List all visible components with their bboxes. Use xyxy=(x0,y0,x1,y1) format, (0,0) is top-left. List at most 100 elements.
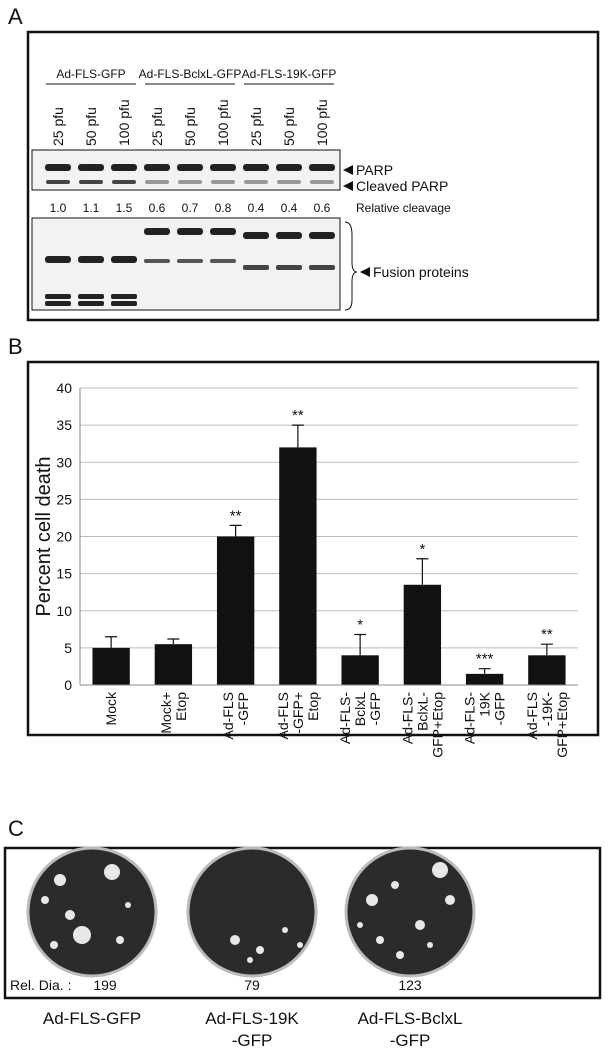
group-label: Ad-FLS-BclxL-GFP xyxy=(139,67,242,81)
relative-cleavage: 1.1 xyxy=(83,201,100,215)
bar xyxy=(279,447,317,685)
bar xyxy=(465,673,504,685)
band xyxy=(78,164,104,171)
band xyxy=(177,228,203,235)
x-tick-label: -GFP xyxy=(492,692,508,725)
bar xyxy=(154,644,193,685)
panel-label: B xyxy=(8,334,23,359)
x-tick-label: BclxL xyxy=(352,692,368,726)
y-tick-label: 35 xyxy=(56,417,72,433)
group-label: Ad-FLS-GFP xyxy=(56,67,125,81)
band xyxy=(244,180,268,184)
significance: ** xyxy=(292,407,304,424)
colonies xyxy=(41,862,455,963)
x-tick-label: Etop xyxy=(173,692,189,721)
y-axis-label: Percent cell death xyxy=(33,456,55,616)
band xyxy=(45,164,71,171)
x-tick-label: -GFP xyxy=(235,692,251,725)
y-tick-label: 0 xyxy=(64,677,72,693)
band xyxy=(111,294,137,299)
x-tick-label: Ad-FLS xyxy=(275,692,291,739)
band xyxy=(111,256,137,263)
band xyxy=(276,232,302,239)
bar xyxy=(403,584,442,685)
y-tick-label: 20 xyxy=(56,529,72,545)
band xyxy=(177,164,203,171)
arrow xyxy=(343,181,353,191)
plate-caption: -GFP xyxy=(232,1031,273,1050)
band-label: PARP xyxy=(356,162,393,178)
error-bar xyxy=(478,668,491,674)
bar xyxy=(92,647,130,685)
y-tick-label: 5 xyxy=(64,640,72,656)
plate xyxy=(186,846,318,978)
band xyxy=(178,180,202,184)
band xyxy=(111,164,137,171)
panel-label: A xyxy=(8,4,23,29)
band xyxy=(309,232,335,239)
band xyxy=(79,180,103,184)
band xyxy=(45,294,71,299)
x-tick-label: -GFP+ xyxy=(290,692,306,734)
relative-cleavage: 0.4 xyxy=(248,201,265,215)
relative-cleavage: 0.6 xyxy=(149,201,166,215)
x-tick-label: GFP+Etop xyxy=(554,692,570,758)
significance: * xyxy=(357,617,363,634)
axis-label: Relative cleavage xyxy=(356,201,451,215)
rel-dia: 123 xyxy=(398,977,422,993)
bar xyxy=(528,655,566,685)
plates xyxy=(26,846,476,978)
band xyxy=(310,180,334,184)
x-tick-label: BclxL- xyxy=(414,692,430,731)
y-tick-label: 10 xyxy=(56,603,72,619)
band xyxy=(210,259,236,263)
significance: ** xyxy=(230,507,242,524)
band xyxy=(78,301,104,306)
plate xyxy=(26,846,158,978)
significance: *** xyxy=(476,651,494,668)
panel-frame xyxy=(26,360,600,737)
x-tick-label: -19K- xyxy=(539,692,555,727)
error-bar xyxy=(105,636,118,648)
y-tick-label: 15 xyxy=(56,566,72,582)
band xyxy=(276,164,302,171)
arrow xyxy=(360,267,370,277)
band xyxy=(309,265,335,270)
band xyxy=(243,164,269,171)
relative-cleavage: 0.7 xyxy=(182,201,199,215)
plate-caption: Ad-FLS-GFP xyxy=(43,1009,141,1028)
lane-label: 25 pfu xyxy=(50,107,66,146)
band xyxy=(211,180,235,184)
error-bar xyxy=(291,424,304,448)
panel-frame xyxy=(26,30,600,322)
band xyxy=(46,180,70,184)
band xyxy=(45,301,71,306)
error-bar xyxy=(416,558,429,585)
band xyxy=(243,232,269,239)
error-bar xyxy=(354,633,367,656)
relative-cleavage: 0.4 xyxy=(281,201,298,215)
relative-cleavage: 1.0 xyxy=(50,201,67,215)
significance: ** xyxy=(541,626,553,643)
lane-label: 25 pfu xyxy=(149,107,165,146)
band xyxy=(210,228,236,235)
band xyxy=(210,164,236,171)
band xyxy=(277,180,301,184)
bar xyxy=(216,536,255,685)
band xyxy=(144,164,170,171)
lane-label: 50 pfu xyxy=(281,107,297,146)
lane-label: 50 pfu xyxy=(83,107,99,146)
y-tick-label: 25 xyxy=(56,491,72,507)
lane-label: 100 pfu xyxy=(215,99,231,146)
band xyxy=(145,180,169,184)
bracket xyxy=(344,221,358,311)
band xyxy=(309,164,335,171)
relative-cleavage: 0.8 xyxy=(215,201,232,215)
band xyxy=(177,259,203,263)
x-tick-label: Ad-FLS- xyxy=(399,692,415,744)
panel-label: C xyxy=(8,816,24,841)
plate-caption: Ad-FLS-BclxL xyxy=(358,1009,463,1028)
error-bar xyxy=(229,524,242,537)
band xyxy=(144,259,170,263)
